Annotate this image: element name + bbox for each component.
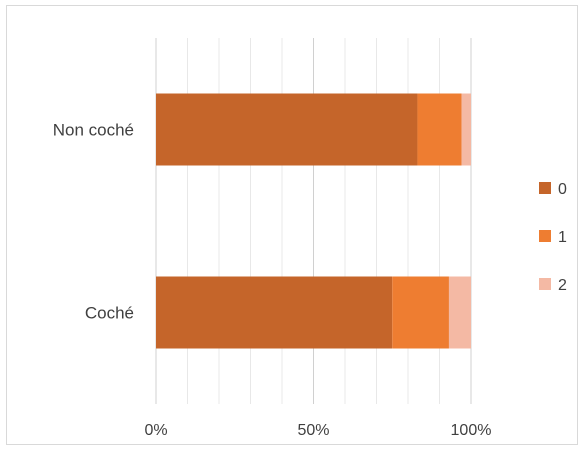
legend: 0 1 2: [539, 181, 567, 294]
category-labels: Non coché Coché: [53, 121, 134, 323]
bar-segment-2: [448, 276, 471, 349]
legend-label: 0: [558, 181, 567, 198]
stacked-bar-chart: 0% 50% 100% Non coché Coché 0 1 2: [53, 38, 567, 439]
bars: [156, 93, 471, 349]
bar-segment-0: [156, 276, 393, 349]
bar-segment-1: [417, 93, 462, 166]
bar-segment-0: [156, 93, 418, 166]
legend-swatch-0: [539, 182, 551, 194]
bar-segment-1: [392, 276, 449, 349]
x-tick-label: 50%: [297, 422, 329, 439]
x-tick-label: 100%: [451, 422, 492, 439]
category-label: Non coché: [53, 121, 134, 140]
legend-label: 2: [558, 277, 567, 294]
x-tick-label: 0%: [144, 422, 167, 439]
legend-label: 1: [558, 229, 567, 246]
x-axis-ticks: 0% 50% 100%: [144, 422, 491, 439]
legend-swatch-1: [539, 230, 551, 242]
legend-swatch-2: [539, 278, 551, 290]
bar-segment-2: [461, 93, 471, 166]
category-label: Coché: [85, 304, 134, 323]
chart-frame: 0% 50% 100% Non coché Coché 0 1 2: [6, 5, 578, 445]
gridlines: [155, 38, 472, 404]
